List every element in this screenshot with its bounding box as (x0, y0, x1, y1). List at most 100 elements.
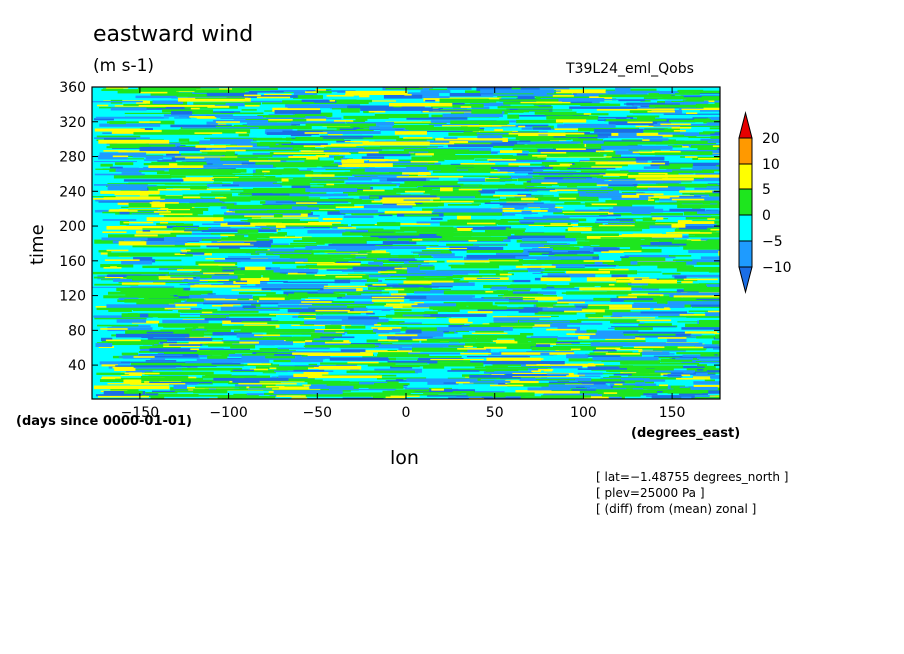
heatmap-cell (340, 158, 349, 161)
heatmap-cell (148, 165, 223, 168)
heatmap-cell (404, 180, 458, 185)
heatmap-cell (200, 297, 271, 301)
heatmap-cell (145, 360, 177, 362)
heatmap-cell (292, 179, 336, 183)
heatmap-cell (611, 196, 683, 201)
heatmap-cell (624, 283, 651, 286)
heatmap-cell (515, 265, 556, 268)
heatmap-cell (669, 195, 680, 198)
heatmap-cell (234, 384, 263, 387)
heatmap-cell (256, 96, 291, 99)
heatmap-cell (608, 221, 656, 226)
heatmap-cell (199, 193, 232, 197)
heatmap-cell (531, 340, 600, 343)
heatmap-cell (535, 285, 575, 288)
heatmap-cell (114, 193, 149, 196)
heatmap-cell (615, 87, 631, 92)
heatmap-cell (333, 291, 390, 294)
heatmap-cell (492, 316, 552, 318)
heatmap-cell (396, 323, 465, 325)
heatmap-cell (598, 268, 629, 271)
heatmap-cell (609, 375, 622, 378)
heatmap-cell (159, 341, 177, 344)
heatmap-cell (589, 239, 649, 242)
heatmap-cell (158, 186, 206, 188)
heatmap-cell (138, 121, 161, 123)
heatmap-cell (306, 168, 357, 170)
heatmap-cell (304, 117, 327, 121)
heatmap-cell (199, 279, 229, 282)
heatmap-cell (520, 222, 535, 224)
heatmap-cell (708, 270, 720, 273)
heatmap-cell (713, 347, 720, 350)
heatmap-cell (515, 119, 564, 124)
heatmap-cell (126, 275, 170, 280)
heatmap-cell (186, 279, 245, 283)
heatmap-cell (433, 256, 463, 259)
colorbar-label: 0 (762, 208, 771, 224)
heatmap-cell (501, 352, 575, 355)
heatmap-cell (404, 190, 425, 193)
heatmap-cell (702, 131, 720, 134)
heatmap-cell (215, 121, 240, 123)
heatmap-cell (564, 201, 581, 205)
heatmap-cell (657, 265, 693, 269)
heatmap-cell (555, 344, 601, 346)
heatmap-cell (598, 98, 658, 101)
heatmap-cell (139, 313, 149, 318)
heatmap-cell (410, 251, 441, 253)
heatmap-cell (387, 336, 433, 340)
heatmap-cell (271, 158, 299, 161)
heatmap-cell (642, 350, 686, 352)
heatmap-cell (136, 192, 159, 195)
heatmap-cell (266, 294, 287, 296)
heatmap-cell (293, 186, 371, 190)
heatmap-cell (201, 311, 213, 314)
heatmap-cell (269, 313, 316, 315)
heatmap-cell (260, 166, 317, 168)
heatmap-cell (329, 388, 396, 391)
heatmap-cell (186, 116, 263, 118)
heatmap-cell (570, 189, 614, 192)
heatmap-cell (469, 380, 511, 383)
heatmap-cell (607, 212, 684, 216)
heatmap-cell (185, 348, 251, 351)
heatmap-cell (679, 106, 706, 110)
heatmap-cell (371, 296, 405, 299)
heatmap-cell (281, 148, 342, 151)
heatmap-cell (305, 188, 358, 192)
heatmap-cell (334, 279, 351, 284)
heatmap-cell (518, 320, 570, 323)
heatmap-cell (647, 110, 675, 113)
heatmap-cell (353, 307, 368, 312)
heatmap-cell (101, 377, 165, 382)
heatmap-cell (293, 92, 318, 96)
x-tick-label: −50 (303, 405, 333, 421)
heatmap-cell (100, 337, 113, 341)
heatmap-cell (636, 193, 664, 196)
heatmap-cell (519, 140, 531, 143)
heatmap-cell (332, 99, 357, 101)
heatmap-cell (94, 173, 145, 176)
heatmap-cell (498, 188, 561, 190)
heatmap-cell (226, 205, 292, 209)
heatmap-cell (92, 100, 143, 103)
heatmap-cell (231, 289, 271, 291)
heatmap-cell (426, 166, 456, 171)
heatmap-cell (642, 285, 698, 289)
heatmap-cell (276, 395, 306, 397)
heatmap-cell (608, 183, 638, 187)
heatmap-cell (499, 273, 512, 276)
heatmap-cell (341, 159, 365, 163)
heatmap-cell (687, 292, 720, 297)
heatmap-cell (124, 390, 143, 394)
heatmap-cell (485, 290, 494, 293)
heatmap-cell (369, 196, 379, 199)
heatmap-cell (621, 234, 683, 238)
heatmap-cell (433, 199, 466, 202)
heatmap-cell (390, 366, 413, 369)
heatmap-cell (177, 269, 202, 271)
heatmap-cell (447, 377, 501, 379)
heatmap-cell (215, 388, 249, 391)
heatmap-cell (383, 94, 423, 99)
